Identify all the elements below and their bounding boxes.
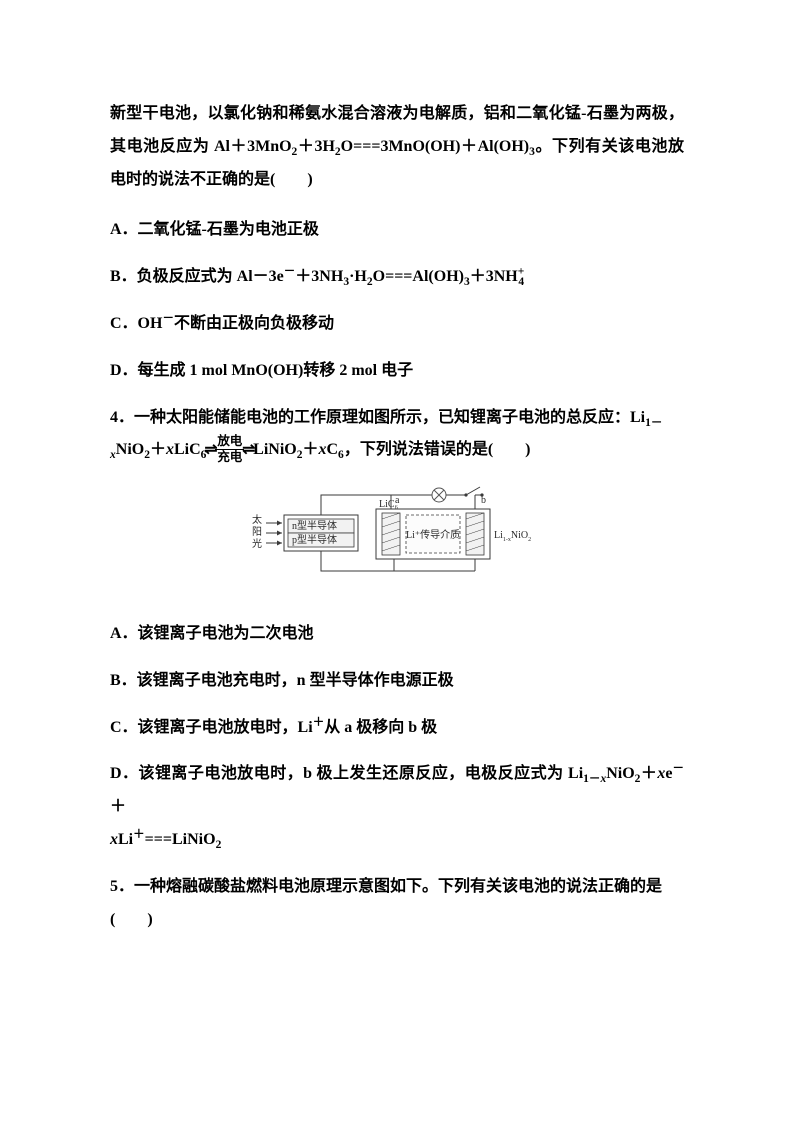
sub: 2 (216, 839, 222, 851)
svg-text:阳: 阳 (252, 526, 262, 538)
q4-figure: 太阳光n型半导体p型半导体LiC₆Li⁺传导介质Li1-xNiO2ab (110, 473, 684, 596)
var: x (166, 441, 174, 458)
sub: 4 (518, 276, 524, 288)
svg-text:Li⁺传导介质: Li⁺传导介质 (406, 529, 460, 541)
q3-stem: 新型干电池，以氯化钠和稀氨水混合溶液为电解质，铝和二氧化锰-石墨为两极， 其电池… (110, 98, 684, 196)
eq-arrows-icon: ⇌ (242, 445, 255, 455)
svg-text:光: 光 (252, 537, 262, 550)
text: C．该锂离子电池放电时，Li (110, 719, 313, 736)
eq-top: 放电 (215, 435, 244, 450)
text: O===Al(OH) (373, 268, 464, 285)
q4-option-a: A．该锂离子电池为二次电池 (110, 618, 684, 651)
text: ＋3NH (470, 268, 518, 285)
text: ＋ (640, 765, 657, 782)
text: A．二氧化锰-石墨为电池正极 (110, 221, 319, 238)
sub: 1－x (583, 774, 606, 786)
text: ，下列说法错误的是( ) (344, 441, 531, 458)
text: ( ) (110, 911, 153, 928)
q3-option-d: D．每生成 1 mol MnO(OH)转移 2 mol 电子 (110, 355, 684, 388)
q5-stem: 5．一种熔融碳酸盐燃料电池原理示意图如下。下列有关该电池的说法正确的是 ( ) (110, 871, 684, 937)
text: D．每生成 1 mol MnO(OH)转移 2 mol 电子 (110, 362, 413, 379)
sup: － (284, 266, 296, 278)
text: ＋ (302, 441, 318, 458)
q4-option-d: D．该锂离子电池放电时，b 极上发生还原反应，电极反应式为 Li1－xNiO 2 ＋… (110, 758, 684, 856)
sub: 1－ (645, 417, 662, 429)
text: C (326, 441, 338, 458)
sup: ＋ (133, 829, 145, 841)
text: LiNiO (253, 441, 297, 458)
text: C．OH (110, 315, 162, 332)
sup: － (162, 313, 174, 325)
text: 5．一种熔融碳酸盐燃料电池原理示意图如下。下列有关该电池的说法正确的是 (110, 878, 662, 895)
text: NiO (116, 441, 144, 458)
svg-text:b: b (481, 495, 486, 506)
q3-option-b: B．负极反应式为 Al－3e－＋3NH3·H2O===Al(OH)3＋3NH+4 (110, 261, 684, 294)
text: 电时的说法不正确的是( ) (110, 171, 313, 188)
q4-stem: 4．一种太阳能储能电池的工作原理如图所示，已知锂离子电池的总反应：Li1－ x N… (110, 402, 684, 468)
text: ＋3NH (295, 268, 343, 285)
text: D．该锂离子电池放电时，b 极上发生还原反应，电极反应式为 Li (110, 765, 583, 782)
text: LiC (174, 441, 201, 458)
text: 新型干电池，以氯化钠和稀氨水混合溶液为电解质，铝和二氧化锰-石墨为两极， (110, 105, 684, 122)
text: 从 a 极移向 b 极 (324, 719, 437, 736)
q3-option-a: A．二氧化锰-石墨为电池正极 (110, 214, 684, 247)
page: 新型干电池，以氯化钠和稀氨水混合溶液为电解质，铝和二氧化锰-石墨为两极， 其电池… (0, 0, 794, 1000)
q3-option-c: C．OH－不断由正极向负极移动 (110, 308, 684, 341)
text: ·H (349, 268, 367, 285)
text: B．负极反应式为 Al－3e (110, 268, 284, 285)
eq-labels: 放电充电 (215, 435, 244, 464)
text: O===3MnO(OH)＋Al(OH) (341, 138, 529, 155)
text: 其电池反应为 Al＋3MnO (110, 138, 292, 155)
eq-bot: 充电 (215, 450, 244, 464)
text: ＋ (110, 798, 126, 815)
var: x (110, 831, 118, 848)
q4-option-b: B．该锂离子电池充电时，n 型半导体作电源正极 (110, 665, 684, 698)
svg-text:Li1-xNiO2: Li1-xNiO2 (494, 530, 531, 543)
text: A．该锂离子电池为二次电池 (110, 625, 314, 642)
text: ＋3H (297, 138, 335, 155)
text: NiO (606, 765, 634, 782)
text: Li (118, 831, 133, 848)
svg-text:太: 太 (252, 513, 262, 526)
svg-text:n型半导体: n型半导体 (292, 519, 337, 532)
q4-option-c: C．该锂离子电池放电时，Li＋从 a 极移向 b 极 (110, 712, 684, 745)
svg-text:p型半导体: p型半导体 (292, 533, 337, 546)
sup: ＋ (313, 716, 325, 728)
text: 不断由正极向负极移动 (174, 315, 334, 332)
solar-battery-diagram: 太阳光n型半导体p型半导体LiC₆Li⁺传导介质Li1-xNiO2ab (242, 473, 552, 583)
svg-text:a: a (395, 495, 400, 506)
text: ＋ (150, 441, 166, 458)
sup: － (672, 763, 684, 775)
text: 。下列有关该电池放 (535, 138, 684, 155)
text: 4．一种太阳能储能电池的工作原理如图所示，已知锂离子电池的总反应：Li (110, 409, 645, 426)
text: ===LiNiO (145, 831, 216, 848)
text: B．该锂离子电池充电时，n 型半导体作电源正极 (110, 672, 454, 689)
